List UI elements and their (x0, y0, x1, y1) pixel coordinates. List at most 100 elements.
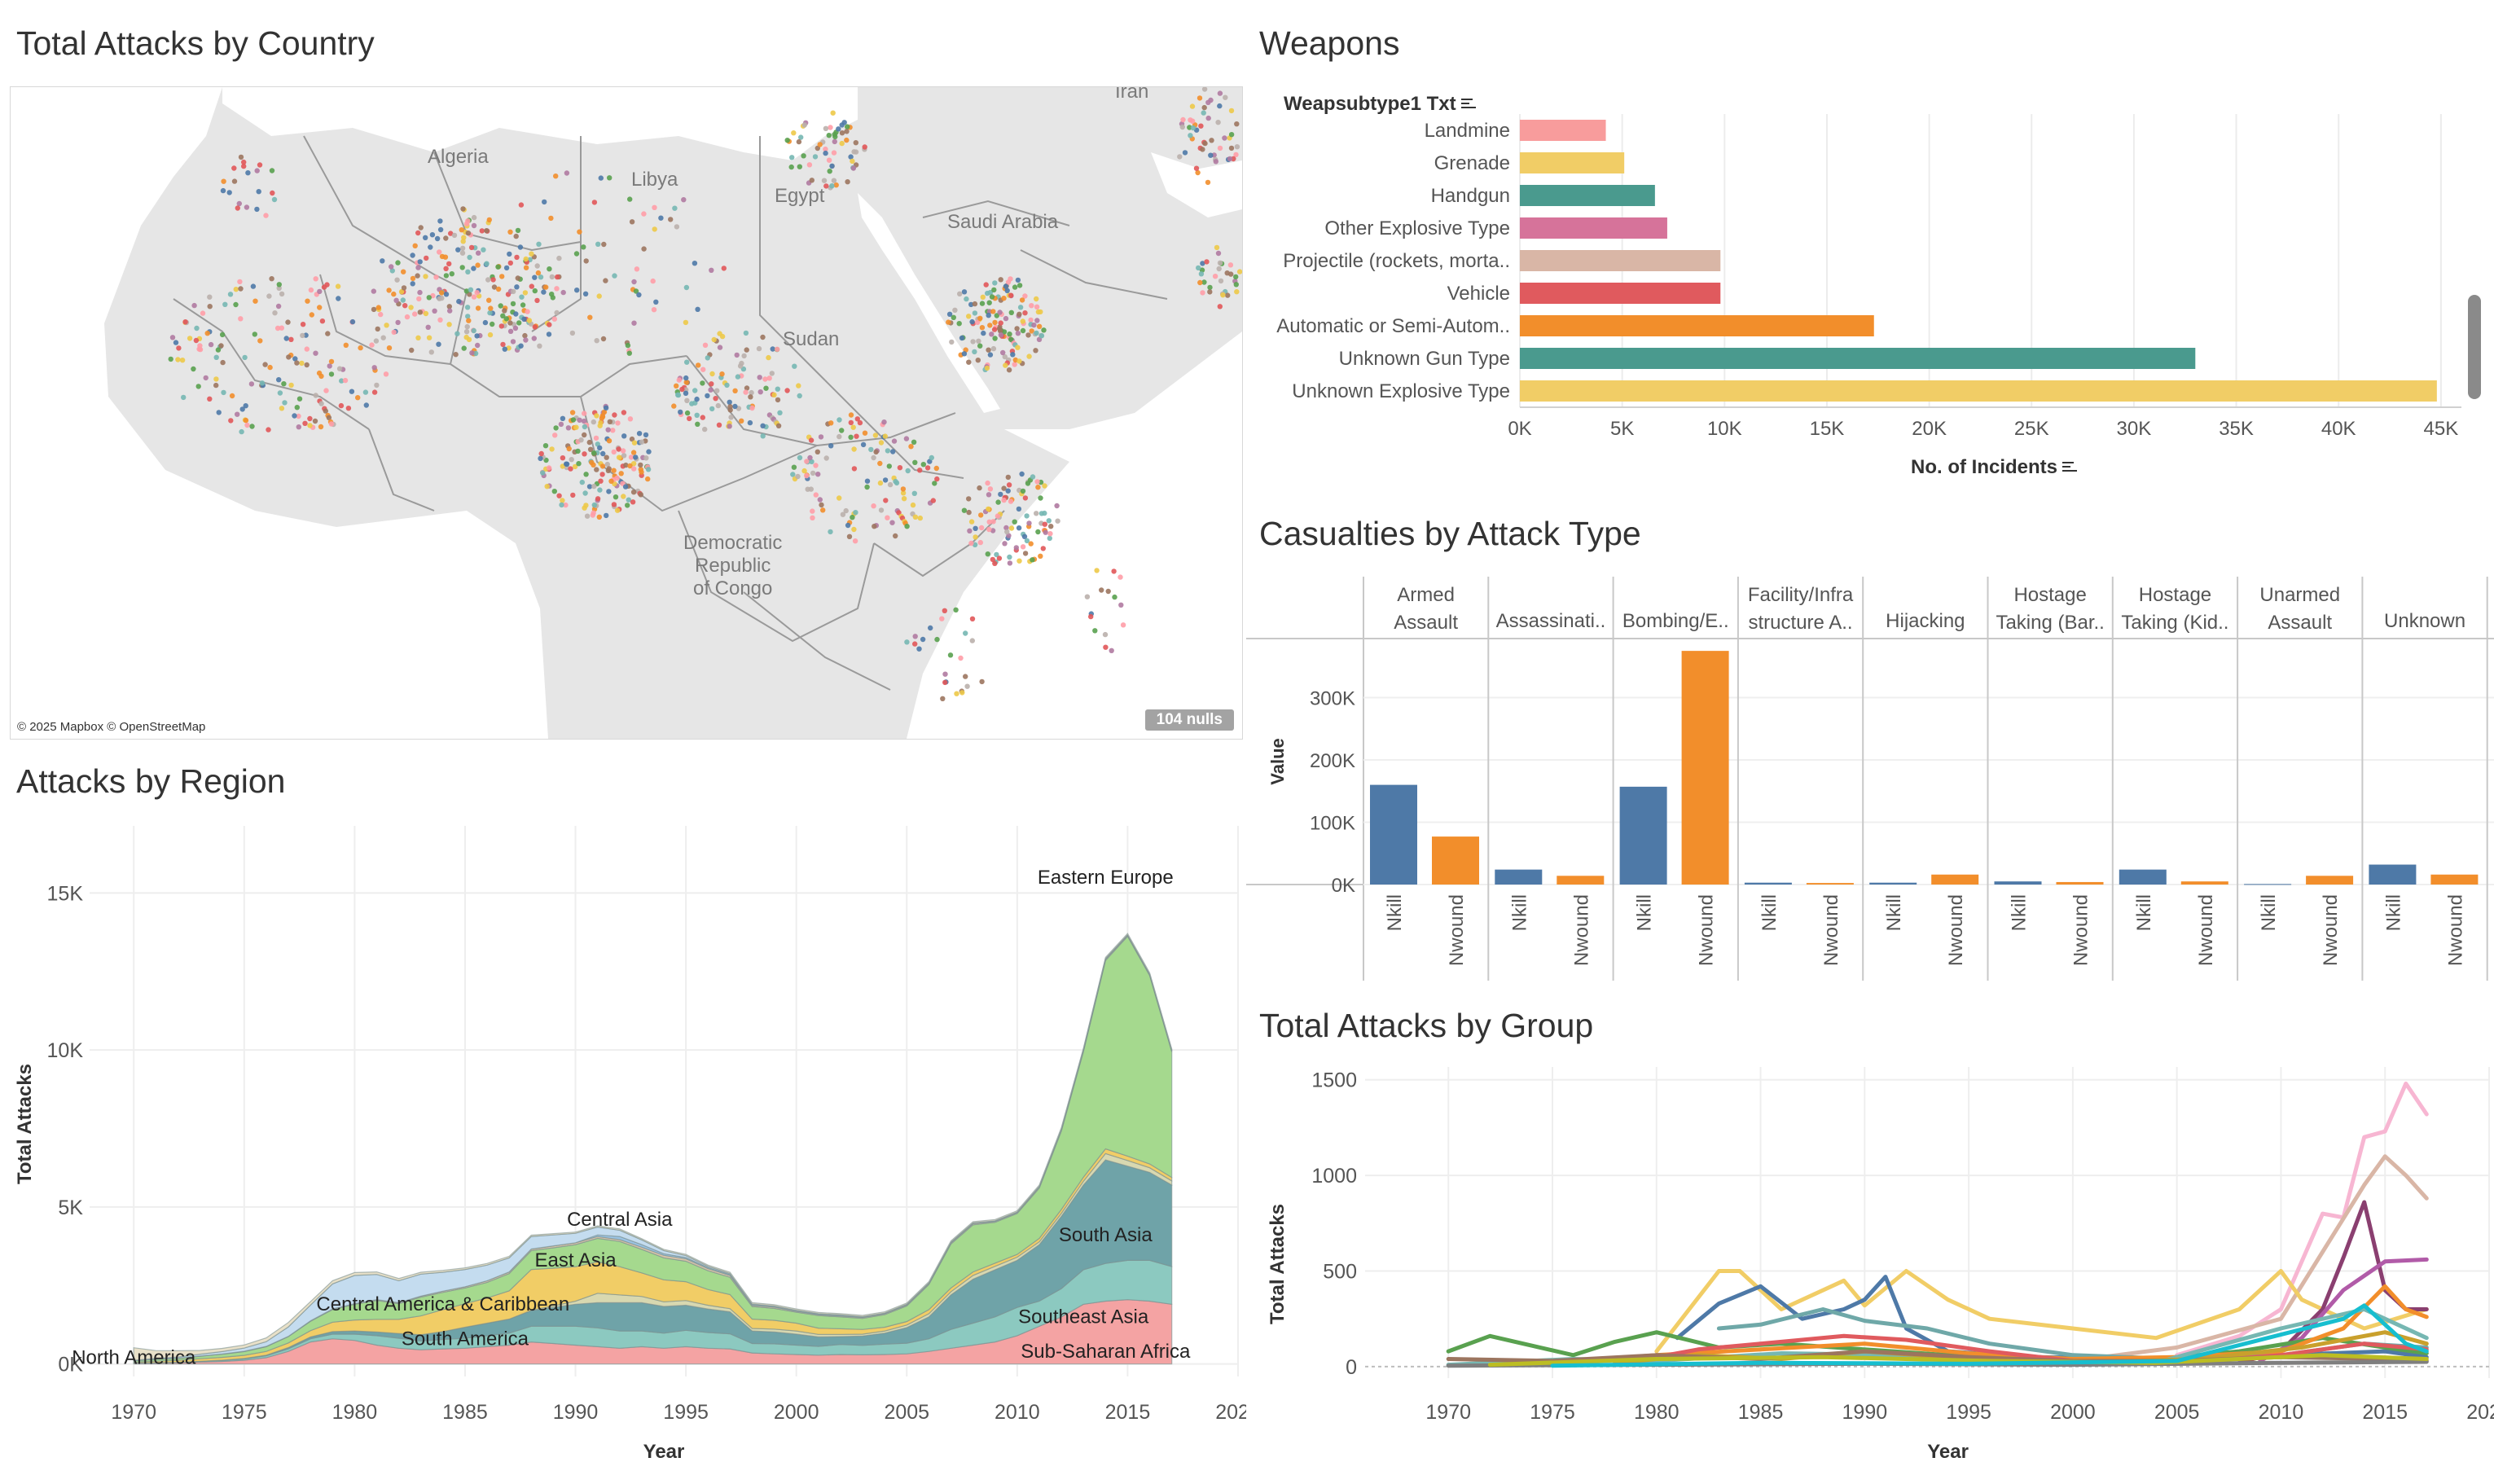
map-attack-dot (236, 200, 242, 207)
map-attack-dot (809, 459, 815, 464)
map-attack-dot (1046, 518, 1052, 524)
africa-map[interactable]: Algeria Libya Egypt Saudi Arabia Sudan I… (10, 86, 1243, 740)
map-attack-dot (417, 259, 423, 265)
map-label-saudi-arabia: Saudi Arabia (947, 211, 1059, 233)
map-attack-dot (959, 335, 965, 341)
casualties-measure-label: Nwound (1446, 894, 1468, 966)
map-attack-dot (296, 396, 303, 402)
map-attack-dot (910, 502, 916, 508)
casualties-category-header: Taking (Bar.. (1996, 612, 2104, 634)
map-attack-dot (687, 415, 692, 422)
map-attack-dot (798, 134, 804, 140)
map-attack-dot (652, 226, 657, 232)
map-attack-dot (633, 288, 639, 294)
map-canvas[interactable] (11, 87, 1242, 739)
map-attack-dot (207, 396, 213, 402)
map-attack-dot (216, 410, 222, 415)
map-attack-dot (481, 247, 486, 252)
map-attack-dot (607, 419, 613, 424)
group-title: Total Attacks by Group (1259, 1007, 1594, 1044)
map-attack-dot (631, 466, 637, 472)
map-attack-dot (502, 346, 507, 352)
weapons-chart[interactable]: 0K 5K 10K 15K 20K 25K 30K 35K 40K 45K Landmine Gren… (1246, 81, 2468, 497)
map-attack-dot (569, 410, 576, 415)
map-attack-dot (630, 499, 636, 505)
map-attack-dot (804, 472, 810, 479)
map-attack-dot (591, 450, 597, 456)
casualties-bar (1869, 882, 1917, 885)
map-attack-dot (675, 392, 682, 398)
sort-icon[interactable] (1460, 98, 1479, 112)
map-attack-dot (727, 424, 732, 429)
map-attack-dot (560, 415, 566, 421)
map-attack-dot (990, 528, 996, 533)
casualties-category-header: Unknown (2384, 610, 2465, 632)
weapons-dimension-header[interactable]: Weapsubtype1 Txt (1284, 93, 1479, 116)
weapons-title: Weapons (1259, 24, 1400, 62)
map-attack-dot (408, 305, 414, 310)
map-attack-dot (594, 413, 599, 419)
map-attack-dot (197, 346, 204, 353)
map-attack-dot (843, 507, 849, 514)
map-attack-dot (681, 197, 687, 203)
weapons-category-label: Other Explosive Type (1324, 217, 1510, 239)
map-attack-dot (235, 411, 240, 417)
map-attack-dot (263, 213, 269, 218)
map-attack-dot (763, 385, 769, 391)
map-attack-dot (1228, 132, 1235, 138)
map-attack-dot (732, 388, 738, 393)
map-attack-dot (175, 357, 181, 362)
map-attack-dot (1002, 541, 1008, 547)
map-attack-dot (573, 251, 580, 257)
map-attack-dot (845, 124, 850, 130)
map-attack-dot (1006, 482, 1012, 488)
map-attack-dot (808, 437, 815, 443)
map-attribution[interactable]: © 2025 Mapbox © OpenStreetMap (17, 720, 206, 734)
map-attack-dot (583, 472, 589, 477)
map-attack-dot (386, 288, 392, 293)
nulls-badge[interactable]: 104 nulls (1144, 709, 1234, 731)
group-chart[interactable]: 1970 1975 1980 1985 1990 1995 2000 2005 2010 2015… (1246, 1059, 2494, 1484)
map-attack-dot (362, 389, 369, 395)
map-attack-dot (612, 273, 617, 279)
map-attack-dot (775, 397, 781, 403)
map-attack-dot (559, 502, 564, 508)
map-attack-dot (1205, 179, 1211, 186)
map-attack-dot (274, 325, 281, 331)
map-attack-dot (883, 498, 889, 503)
map-attack-dot (806, 162, 813, 168)
map-attack-dot (719, 333, 726, 340)
map-attack-dot (810, 508, 815, 514)
map-attack-dot (633, 454, 639, 460)
map-attack-dot (228, 418, 234, 424)
region-ylabel: Total Attacks (14, 1064, 36, 1184)
map-attack-dot (410, 281, 415, 287)
map-attack-dot (560, 289, 566, 296)
map-attack-dot (471, 266, 476, 271)
map-attack-dot (713, 396, 718, 402)
map-attack-dot (626, 497, 631, 503)
map-attack-dot (257, 162, 263, 168)
region-chart[interactable]: 1970 1975 1980 1985 1990 1995 2000 2005 2010 2015… (0, 814, 1246, 1484)
map-attack-dot (629, 219, 635, 225)
map-attack-dot (323, 388, 329, 393)
map-attack-dot (342, 377, 349, 384)
casualties-category-header: Bombing/E.. (1622, 610, 1729, 632)
map-attack-dot (920, 636, 926, 643)
casualties-chart[interactable]: 0K 100K 200K 300K Value Armed Assault Nkill Nwou… (1246, 570, 2494, 986)
map-attack-dot (972, 301, 978, 307)
map-attack-dot (549, 274, 555, 280)
map-attack-dot (887, 481, 894, 488)
map-attack-dot (595, 241, 601, 247)
map-attack-dot (391, 329, 397, 336)
map-attack-dot (305, 298, 310, 304)
weapons-xaxis-title[interactable]: No. of Incidents (1911, 456, 2080, 479)
sort-icon[interactable] (2062, 461, 2080, 475)
map-attack-dot (630, 461, 637, 467)
map-attack-dot (598, 478, 604, 484)
weapons-scrollbar[interactable] (2468, 295, 2481, 399)
map-attack-dot (313, 393, 318, 398)
map-attack-dot (1205, 99, 1211, 105)
map-attack-dot (689, 401, 695, 406)
map-attack-dot (775, 346, 780, 352)
